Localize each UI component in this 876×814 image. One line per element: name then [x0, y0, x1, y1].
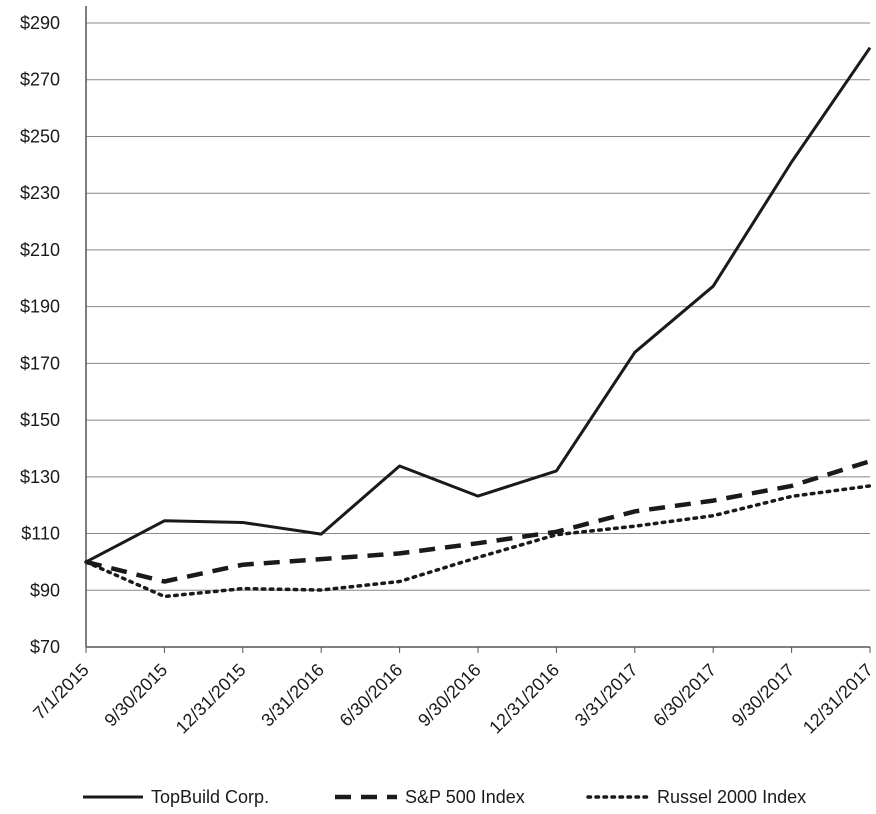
legend-label: TopBuild Corp.: [151, 787, 269, 807]
y-tick-label: $190: [20, 297, 60, 317]
y-tick-label: $110: [21, 524, 60, 544]
x-tick-label: 3/31/2017: [571, 660, 642, 731]
x-tick-label: 9/30/2016: [414, 660, 485, 731]
series-lines: [84, 46, 872, 599]
y-tick-label: $90: [30, 580, 60, 600]
x-tick-label: 12/31/2016: [485, 660, 563, 738]
x-tick-label: 6/30/2016: [336, 660, 407, 731]
x-axis-ticks: 7/1/2015 9/30/2015 12/31/2015 3/31/2016 6/30…: [29, 647, 876, 738]
series-line: [85, 459, 871, 584]
y-axis-ticks: $70 $90 $110 $130 $150 $170 $190 $210 $230 $250 $2…: [20, 13, 60, 657]
axes: [85, 6, 870, 648]
y-tick-label: $130: [20, 467, 60, 487]
legend-label: S&P 500 Index: [405, 787, 525, 807]
series-line: [84, 484, 872, 599]
x-tick-label: 3/31/2016: [257, 660, 328, 731]
x-tick-label: 7/1/2015: [29, 660, 93, 724]
gridlines: [86, 22, 870, 591]
y-tick-label: $250: [20, 126, 60, 146]
legend-label: Russel 2000 Index: [657, 787, 806, 807]
x-tick-label: 12/31/2015: [172, 660, 250, 738]
x-tick-label: 6/30/2017: [649, 660, 720, 731]
y-tick-label: $270: [20, 70, 60, 90]
x-tick-label: 12/31/2017: [799, 660, 876, 738]
y-tick-label: $150: [20, 410, 60, 430]
x-tick-label: 9/30/2015: [100, 660, 171, 731]
y-tick-label: $230: [20, 183, 60, 203]
series-line: [85, 46, 872, 564]
y-tick-label: $210: [20, 240, 60, 260]
y-tick-label: $170: [20, 353, 60, 373]
x-tick-label: 9/30/2017: [728, 660, 799, 731]
legend: TopBuild Corp. S&P 500 Index Russel 2000 I…: [83, 787, 806, 807]
y-tick-label: $70: [30, 637, 60, 657]
y-tick-label: $290: [20, 13, 60, 33]
